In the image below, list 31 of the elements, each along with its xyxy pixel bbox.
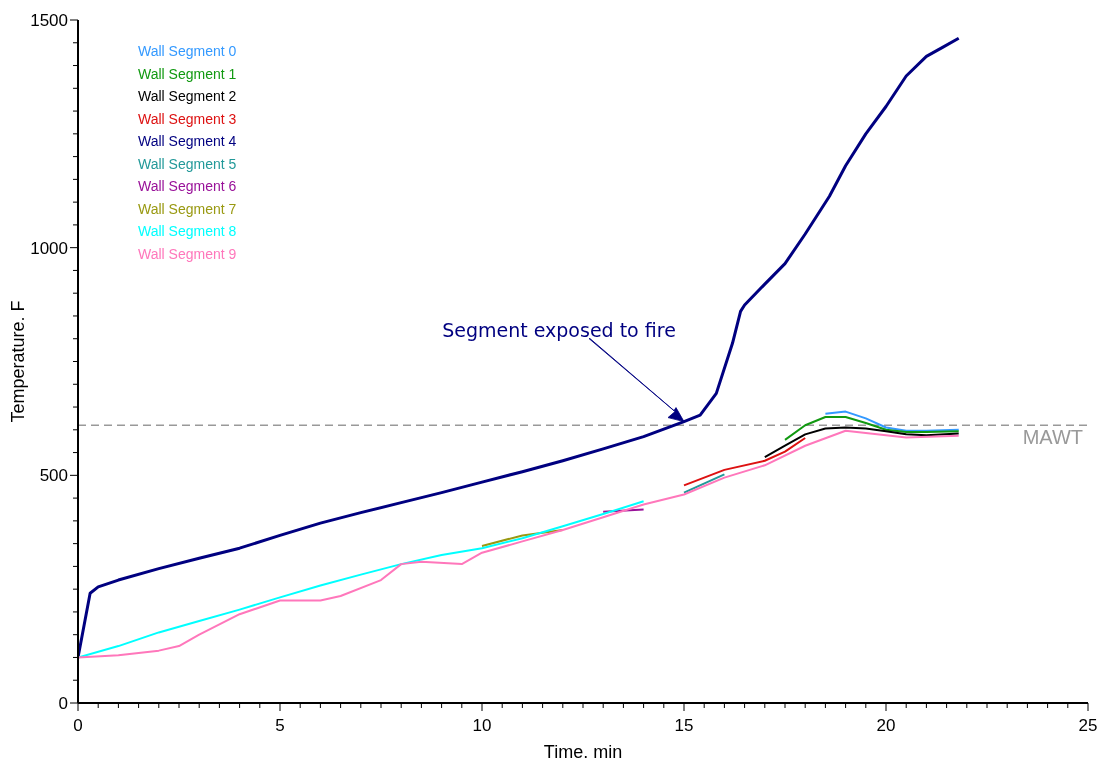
- text: Wall Segment 1: [138, 64, 237, 84]
- x-axis-title: Time. min: [543, 742, 623, 762]
- line-series: [78, 429, 960, 659]
- line-series: [78, 36, 961, 659]
- y-tick-label: 1500: [30, 11, 68, 30]
- line-series: [763, 426, 960, 459]
- text: Wall Segment 6: [138, 177, 237, 196]
- ref-line-label: MAWT: [1022, 426, 1083, 449]
- x-tick-label: 25: [1078, 716, 1098, 735]
- x-tick-label: 10: [472, 716, 492, 735]
- text: Wall Segment 8: [138, 222, 237, 241]
- text: Wall Segment 2: [138, 87, 237, 106]
- text: Wall Segment 4: [138, 132, 237, 151]
- line-series: [683, 437, 807, 487]
- y-tick-label: 1000: [30, 238, 68, 258]
- line-series: [784, 416, 960, 441]
- text: Wall Segment 7: [138, 199, 237, 219]
- x-tick-label: 15: [674, 716, 694, 735]
- y-tick-label: 500: [39, 466, 68, 486]
- annotation: Segment exposed to fire: [442, 318, 676, 341]
- text: Wall Segment 9: [138, 244, 237, 264]
- x-tick-label: 0: [73, 716, 83, 735]
- y-axis-title: Temperature. F: [8, 300, 29, 423]
- text: Wall Segment 0: [138, 42, 237, 61]
- x-tick-label: 5: [275, 716, 285, 735]
- text: Wall Segment 3: [138, 109, 237, 129]
- x-tick-label: 20: [876, 716, 896, 735]
- line-series: [78, 500, 645, 659]
- text: Wall Segment 5: [138, 154, 237, 174]
- line-series: [824, 410, 960, 432]
- y-tick-label: 0: [58, 694, 68, 713]
